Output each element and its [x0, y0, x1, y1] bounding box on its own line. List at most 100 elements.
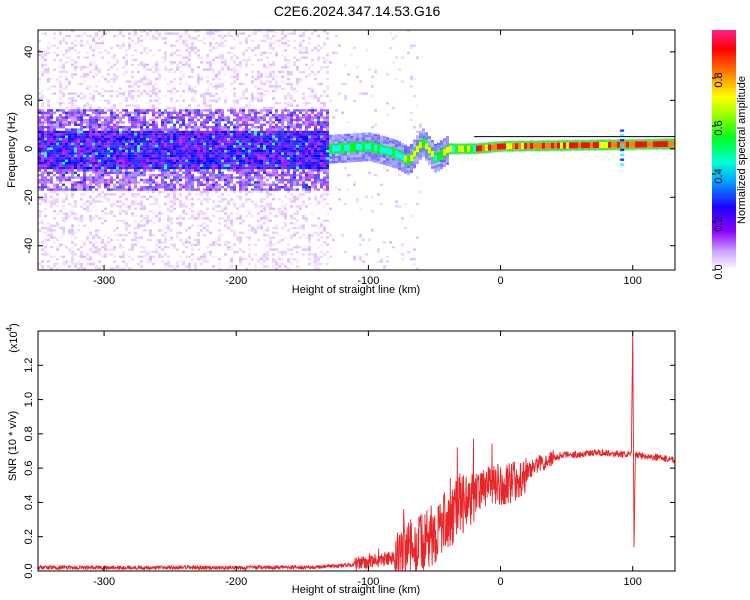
heatmap-cell [239, 63, 242, 66]
heatmap-cell [113, 267, 116, 270]
heatmap-cell [299, 226, 302, 230]
heatmap-cell [95, 68, 98, 71]
heatmap-cell [320, 94, 323, 98]
heatmap-cell [80, 205, 83, 208]
heatmap-cell [311, 87, 314, 90]
heatmap-cell [119, 186, 122, 189]
heatmap-cell [284, 145, 287, 148]
heatmap-cell [218, 186, 221, 189]
heatmap-cell [293, 147, 296, 150]
heatmap-cell [296, 205, 299, 208]
heatmap-cell [188, 262, 191, 266]
heatmap-cell [248, 133, 251, 136]
heatmap-cell [260, 87, 263, 90]
heatmap-cell [305, 147, 308, 150]
heatmap-cell [215, 186, 218, 189]
heatmap-cell [254, 229, 257, 232]
heatmap-cell [257, 130, 260, 134]
heatmap-cell [134, 34, 137, 38]
heatmap-cell [182, 109, 185, 112]
heatmap-cell [254, 126, 257, 129]
heatmap-cell [47, 171, 50, 174]
heatmap-cell [221, 217, 224, 220]
heatmap-cell [287, 138, 290, 141]
heatmap-cell [128, 80, 131, 83]
heatmap-cell [251, 171, 254, 174]
heatmap-cell [233, 123, 236, 126]
spectrogram-heatmap [38, 30, 675, 270]
heatmap-cell [233, 150, 236, 153]
heatmap-cell [149, 181, 152, 184]
heatmap-cell [92, 178, 95, 182]
heatmap-cell [74, 217, 77, 220]
heatmap-cell [323, 126, 326, 129]
heatmap-cell [65, 111, 68, 114]
heatmap-cell [221, 61, 224, 64]
heatmap-cell [233, 183, 236, 186]
heatmap-cell [287, 140, 290, 143]
heatmap-cell [170, 63, 173, 66]
heatmap-cell [194, 109, 197, 112]
heatmap-cell [65, 214, 68, 218]
heatmap-cell [248, 181, 251, 184]
heatmap-cell [260, 73, 263, 76]
heatmap-cell [68, 142, 71, 146]
heatmap-cell [200, 152, 203, 155]
heatmap-cell [164, 142, 167, 146]
heatmap-cell [314, 260, 317, 263]
heatmap-cell [251, 118, 254, 122]
heatmap-cell [254, 202, 257, 206]
heatmap-cell [86, 150, 89, 153]
heatmap-cell [152, 70, 155, 74]
heatmap-cell [215, 205, 218, 208]
heatmap-cell [221, 150, 224, 153]
heatmap-cell [197, 169, 200, 172]
heatmap-cell [212, 214, 215, 218]
heatmap-cell [191, 145, 194, 148]
heatmap-cell [104, 140, 107, 143]
heatmap-cell [137, 154, 140, 158]
heatmap-cell [131, 174, 134, 177]
heatmap-cell [281, 130, 284, 134]
heatmap-cell [275, 164, 278, 167]
heatmap-cell [260, 157, 263, 160]
heatmap-cell [245, 75, 248, 78]
heatmap-cell [65, 217, 68, 220]
heatmap-cell [41, 90, 44, 93]
heatmap-cell [122, 44, 125, 47]
heatmap-cell [137, 80, 140, 83]
heatmap-cell [83, 188, 86, 191]
heatmap-cell [59, 164, 62, 167]
heatmap-cell [47, 114, 50, 117]
heatmap-cell [209, 111, 212, 114]
heatmap-cell [161, 114, 164, 117]
heatmap-cell [185, 49, 188, 52]
heatmap-cell [167, 142, 170, 146]
heatmap-cell [254, 262, 257, 266]
heatmap-cell [257, 147, 260, 150]
heatmap-cell [308, 171, 311, 174]
heatmap-cell [149, 238, 152, 242]
heatmap-cell [101, 130, 104, 134]
heatmap-cell [59, 210, 62, 213]
heatmap-cell [173, 145, 176, 148]
heatmap-cell [218, 195, 221, 198]
heatmap-cell [287, 58, 290, 62]
heatmap-cell [50, 130, 53, 134]
heatmap-cell [134, 133, 137, 136]
heatmap-cell [173, 111, 176, 114]
heatmap-cell [275, 154, 278, 158]
heatmap-cell [302, 130, 305, 134]
heatmap-cell [98, 130, 101, 134]
heatmap-cell [74, 99, 77, 102]
heatmap-cell [92, 97, 95, 100]
heatmap-cell [242, 90, 245, 93]
heatmap-cell [140, 92, 143, 95]
heatmap-cell [200, 61, 203, 64]
heatmap-cell [245, 200, 248, 203]
heatmap-cell [107, 99, 110, 102]
heatmap-cell [302, 102, 305, 105]
heatmap-cell [167, 260, 170, 263]
heatmap-cell [89, 126, 92, 129]
heatmap-cell [92, 234, 95, 237]
